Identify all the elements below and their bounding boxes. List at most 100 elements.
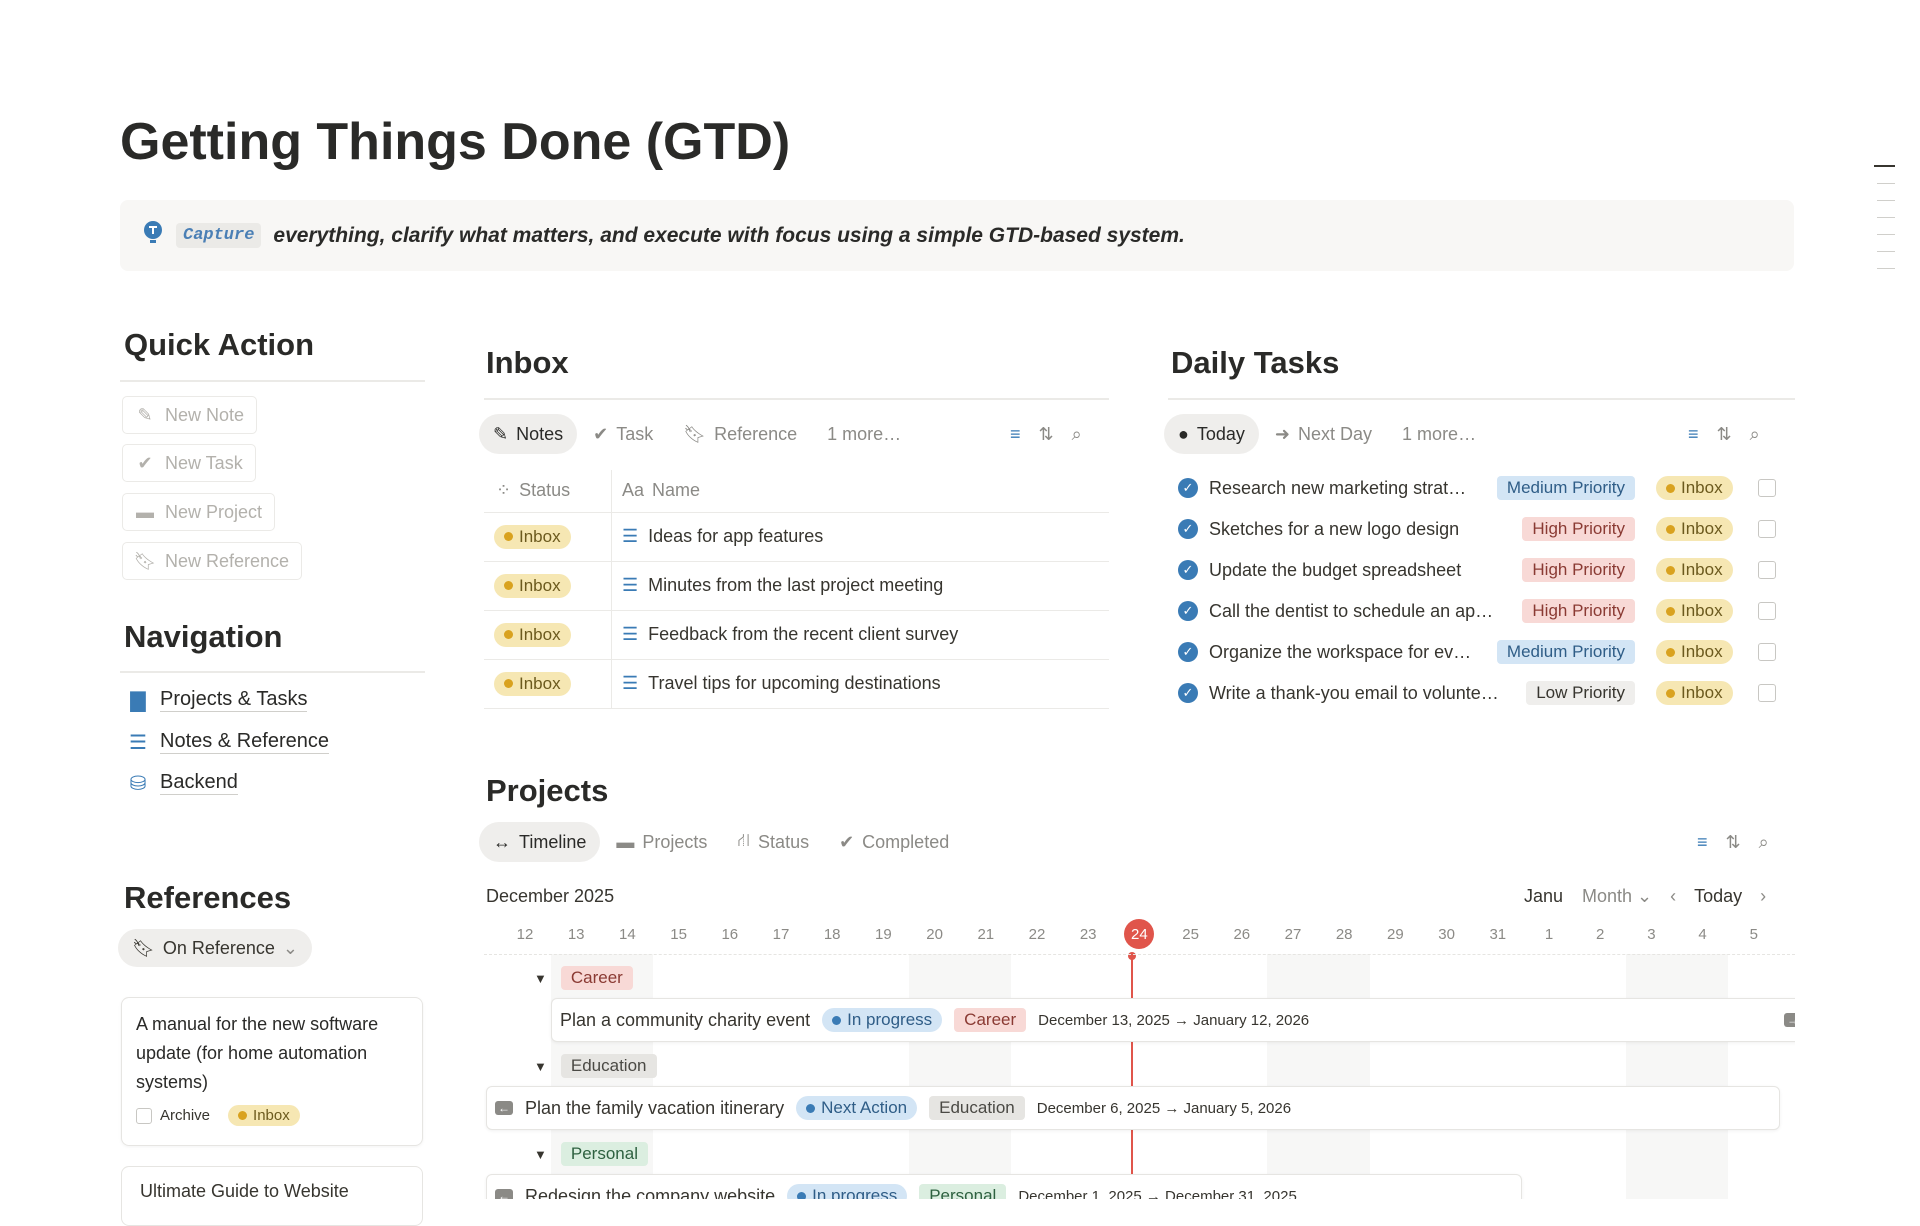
arrow-right-icon[interactable]: → [1784,1013,1795,1027]
edit-icon: ✎ [493,423,509,444]
task-row[interactable]: ✓ Sketches for a new logo design High Pr… [1178,515,1778,543]
tab-status[interactable]: ⛙ Status [723,822,823,862]
folder-icon: ▬ [616,831,635,852]
caret-down-icon[interactable]: ▼ [534,1058,547,1074]
tab-next-day[interactable]: ➜ Next Day [1261,414,1386,454]
task-row[interactable]: ✓ Call the dentist to schedule an ap… Hi… [1178,597,1778,625]
table-of-contents[interactable] [1874,165,1895,269]
done-checkbox[interactable] [1758,602,1776,620]
task-row[interactable]: ✓ Update the budget spreadsheet High Pri… [1178,556,1778,584]
label: New Reference [165,550,290,571]
bookmark-icon: 🔖︎ [683,423,707,444]
status-icon: ⁘ [496,480,512,500]
task-name: Write a thank-you email to volunte… [1209,682,1499,703]
reference-card[interactable]: A manual for the new software update (fo… [121,997,423,1146]
done-checkbox[interactable] [1758,520,1776,538]
search-icon[interactable]: ⌕ [1071,424,1082,444]
new-reference-button[interactable]: 🔖︎ New Reference [122,542,303,580]
priority-tag: High Priority [1522,517,1635,541]
day-label: 29 [1387,925,1404,943]
filter-icon[interactable]: ≡ [1688,424,1699,444]
caret-down-icon[interactable]: ▼ [534,970,547,986]
task-row[interactable]: ✓ Organize the workspace for ev… Medium … [1178,638,1778,666]
notes-icon: ☰ [129,731,147,754]
text-icon: Aa [622,480,645,500]
day-label: 2 [1596,925,1605,943]
done-checkbox[interactable] [1758,643,1776,661]
new-note-button[interactable]: ✎ New Note [122,396,258,434]
label: Inbox [253,1107,290,1124]
search-icon[interactable]: ⌕ [1749,424,1760,444]
tab-timeline[interactable]: ↔ Timeline [479,822,601,862]
done-checkbox[interactable] [1758,561,1776,579]
done-checkbox[interactable] [1758,684,1776,702]
day-label: 21 [977,925,995,943]
sort-icon[interactable]: ⇅ [1716,424,1732,444]
task-name: Call the dentist to schedule an ap… [1209,600,1494,621]
page-title: Getting Things Done (GTD) [120,113,791,171]
task-row[interactable]: ✓ Research new marketing strat… Medium P… [1178,474,1778,502]
view-select[interactable]: Month ⌄ [1582,886,1653,906]
callout: Capture everything, clarify what matters… [120,200,1794,271]
group-header[interactable]: ▼ Career [534,966,633,990]
archive-label: Archive [160,1107,211,1124]
hierarchy-icon: ⛙ [737,830,751,850]
arrow-left-icon[interactable]: ← [495,1101,513,1115]
row-divider [484,610,1109,611]
weekend-column [909,954,961,1199]
label: Inbox [1681,683,1723,702]
tab-task[interactable]: ✔ Task [579,414,667,454]
timeline-bar[interactable]: Plan a community charity event In progre… [551,998,1795,1042]
nav-backend[interactable]: ⛁ Backend [128,771,238,795]
timeline-bar[interactable]: ← Plan the family vacation itinerary Next… [486,1086,1780,1130]
today-button[interactable]: Today [1694,886,1743,906]
task-row[interactable]: ✓ Write a thank-you email to volunte… Lo… [1178,679,1778,707]
group-header[interactable]: ▼ Education [534,1054,657,1078]
row-name: Feedback from the recent client survey [648,624,959,644]
table-row[interactable]: Inbox ☰ Ideas for app features [484,512,1109,561]
arrow-left-icon[interactable]: ← [495,1189,513,1199]
label: Inbox [519,526,561,546]
timeline-bar[interactable]: ← Redesign the company website In progres… [486,1174,1522,1199]
reference-card[interactable]: Ultimate Guide to Website [121,1166,423,1226]
next-button[interactable]: › [1760,886,1767,906]
filter-icon[interactable]: ≡ [1010,424,1021,444]
tab-today[interactable]: ● Today [1164,414,1259,454]
group-header[interactable]: ▼ Personal [534,1142,648,1166]
tab-reference[interactable]: 🔖︎ Reference [669,414,811,454]
search-icon[interactable]: ⌕ [1758,832,1769,852]
status-badge: Inbox [1656,599,1733,623]
row-divider [484,561,1109,562]
caret-down-icon[interactable]: ▼ [534,1146,547,1162]
date-range: December 6, 2025 → January 5, 2026 [1036,1099,1292,1117]
group-tag: Education [560,1054,657,1078]
sort-icon[interactable]: ⇅ [1038,424,1054,444]
nav-projects-tasks[interactable]: ▇ Projects & Tasks [128,688,308,712]
priority-tag: Medium Priority [1496,476,1635,500]
row-name: Minutes from the last project meeting [648,575,944,595]
day-label: 17 [772,925,790,943]
sort-icon[interactable]: ⇅ [1725,832,1741,852]
tab-more[interactable]: 1 more… [1388,414,1490,454]
label: Inbox [1681,642,1723,661]
new-task-button[interactable]: ✔ New Task [122,444,256,482]
label: Inbox [1681,519,1723,538]
new-project-button[interactable]: ▬ New Project [122,493,276,531]
check-circle-icon: ✓ [1178,683,1198,703]
prev-button[interactable]: ‹ [1670,886,1677,906]
filter-icon[interactable]: ≡ [1697,832,1708,852]
table-row[interactable]: Inbox ☰ Feedback from the recent client s… [484,610,1109,659]
table-row[interactable]: Inbox ☰ Minutes from the last project mee… [484,561,1109,610]
tab-projects[interactable]: ▬ Projects [602,822,721,862]
tab-completed[interactable]: ✔ Completed [825,822,963,862]
nav-notes-reference[interactable]: ☰ Notes & Reference [128,730,329,754]
table-row[interactable]: Inbox ☰ Travel tips for upcoming destinat… [484,659,1109,708]
archive-checkbox[interactable] [136,1107,152,1124]
reference-filter[interactable]: 🔖︎ On Reference ⌄ [118,929,313,967]
tab-notes[interactable]: ✎ Notes [479,414,578,454]
tab-more[interactable]: 1 more… [813,414,915,454]
done-checkbox[interactable] [1758,479,1776,497]
day-label: 27 [1284,925,1302,943]
day-label: 16 [721,925,739,943]
status-badge: Inbox [228,1105,300,1126]
